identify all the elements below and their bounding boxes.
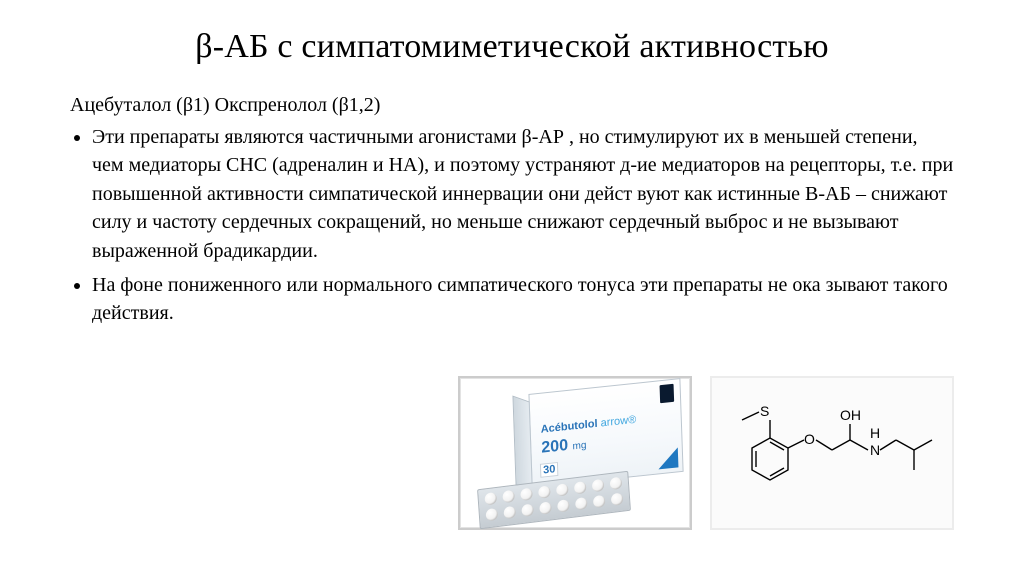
pill-icon [574,481,587,494]
pill-icon [610,477,623,490]
bullet-list: Эти препараты являются частичными агонис… [70,123,954,328]
blister-pack [477,471,631,529]
pill-icon [575,497,588,510]
pack-dose-value: 200 [541,437,568,457]
pill-icon [539,501,552,514]
image-row: Acébutolol arrow® 200 mg 30 [458,376,954,530]
pack-dose-unit: mg [572,440,586,452]
manufacturer-logo-icon [660,384,675,403]
slide: β-АБ с симпатомиметической активностью А… [0,0,1024,576]
chem-bonds [742,412,932,480]
atom-N: N [870,442,880,458]
pill-icon [484,492,497,505]
pill-icon [520,488,533,501]
pill-icon [593,495,606,508]
atom-OH: OH [840,407,861,423]
atom-H: H [870,425,880,441]
pack-box: Acébutolol arrow® 200 mg 30 [528,378,681,485]
atom-S: S [760,403,769,419]
pill-icon [556,483,569,496]
pill-icon [611,493,624,506]
pack-brand-name: Acébutolol [541,418,598,436]
pill-icon [502,490,515,503]
pack-dose: 200 mg [541,435,587,458]
medicine-pack-image: Acébutolol arrow® 200 mg 30 [458,376,692,530]
pill-icon [557,499,570,512]
drugs-line: Ацебуталол (β1) Окспренолол (β1,2) [70,94,954,117]
slide-title: β-АБ с симпатомиметической активностью [70,28,954,66]
pill-icon [503,506,516,519]
atom-O: O [804,431,815,447]
pill-icon [592,479,605,492]
pill-icon [521,504,534,517]
bullet-2: На фоне пониженного или нормального симп… [92,271,954,328]
pack-brand-suffix: arrow® [600,414,636,430]
pack-corner-triangle-icon [658,447,679,469]
pack-count: 30 [540,462,559,478]
pill-icon [538,485,551,498]
bullet-1: Эти препараты являются частичными агонис… [92,123,954,265]
chem-svg: S O OH N H [712,378,952,528]
pill-icon [485,508,498,521]
pack-brand: Acébutolol arrow® [541,414,637,436]
chemical-structure-image: S O OH N H [710,376,954,530]
pack-box-front: Acébutolol arrow® 200 mg 30 [528,378,683,488]
